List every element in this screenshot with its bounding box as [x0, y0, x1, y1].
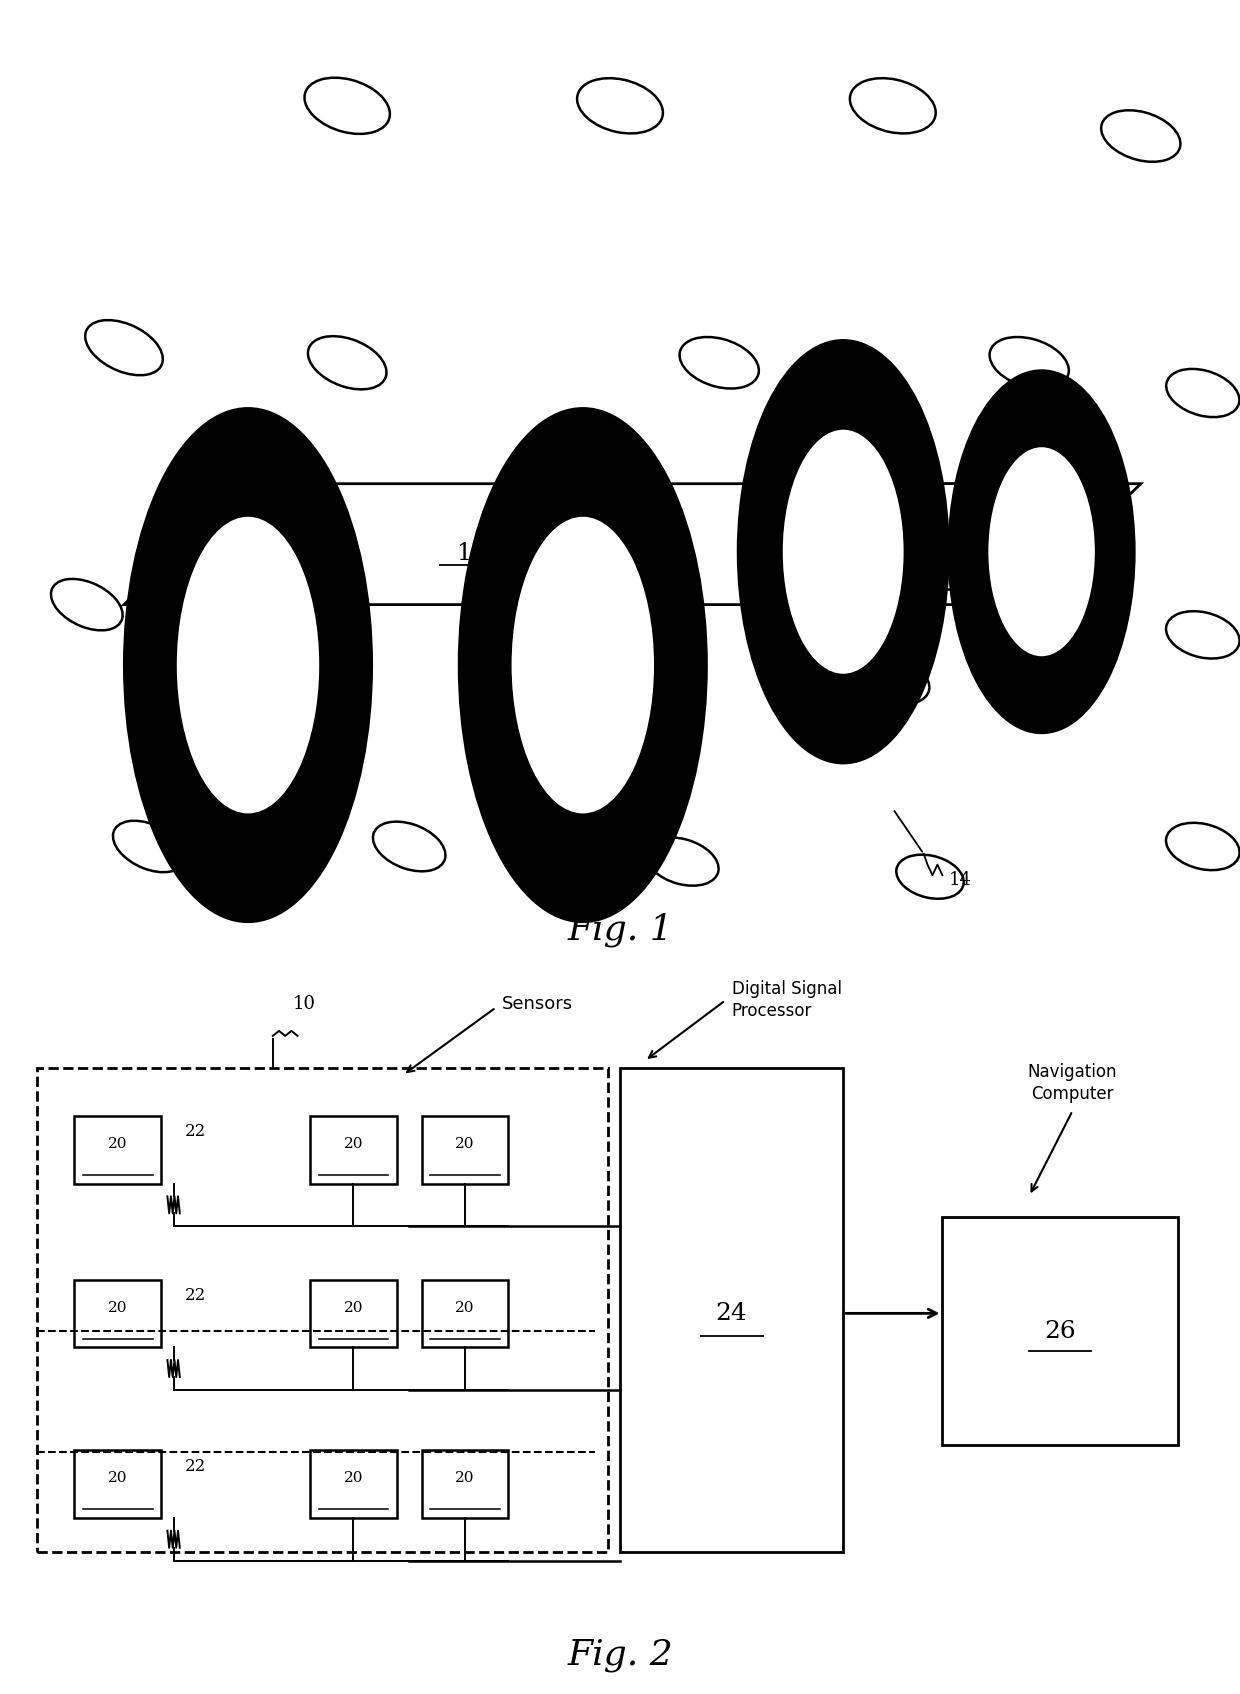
Ellipse shape — [511, 517, 655, 815]
Text: 20: 20 — [455, 1137, 475, 1150]
Ellipse shape — [782, 429, 904, 674]
Text: 20: 20 — [108, 1472, 128, 1486]
Ellipse shape — [459, 408, 707, 922]
Text: 14: 14 — [949, 871, 971, 889]
FancyBboxPatch shape — [422, 1279, 508, 1347]
Text: 22: 22 — [185, 1459, 207, 1475]
Text: Sensors: Sensors — [502, 994, 573, 1013]
Text: 24: 24 — [715, 1303, 748, 1325]
FancyBboxPatch shape — [74, 1279, 161, 1347]
FancyBboxPatch shape — [74, 1116, 161, 1184]
Text: 20: 20 — [343, 1472, 363, 1486]
Text: 22: 22 — [185, 1287, 207, 1304]
FancyBboxPatch shape — [620, 1067, 843, 1552]
FancyBboxPatch shape — [310, 1116, 397, 1184]
Polygon shape — [744, 484, 1042, 590]
Polygon shape — [124, 484, 1141, 605]
Text: 26: 26 — [1044, 1320, 1076, 1343]
Text: 20: 20 — [343, 1137, 363, 1150]
Ellipse shape — [176, 517, 320, 815]
FancyBboxPatch shape — [310, 1279, 397, 1347]
Ellipse shape — [949, 371, 1135, 734]
Text: Fig. 1: Fig. 1 — [567, 913, 673, 947]
Text: Navigation
Computer: Navigation Computer — [1028, 1064, 1117, 1103]
Text: 10: 10 — [293, 994, 315, 1013]
Text: Fig. 2: Fig. 2 — [567, 1638, 673, 1672]
Ellipse shape — [738, 340, 949, 764]
Text: 10: 10 — [878, 532, 908, 556]
Text: 20: 20 — [108, 1137, 128, 1150]
FancyBboxPatch shape — [310, 1450, 397, 1518]
Text: 20: 20 — [455, 1301, 475, 1315]
Text: 20: 20 — [108, 1301, 128, 1315]
FancyBboxPatch shape — [74, 1450, 161, 1518]
FancyBboxPatch shape — [422, 1450, 508, 1518]
Text: Digital Signal
Processor: Digital Signal Processor — [732, 981, 842, 1020]
Text: 20: 20 — [343, 1301, 363, 1315]
Text: 22: 22 — [185, 1123, 207, 1140]
FancyBboxPatch shape — [422, 1116, 508, 1184]
Text: 20: 20 — [455, 1472, 475, 1486]
Ellipse shape — [987, 447, 1096, 657]
Text: 12: 12 — [456, 542, 486, 564]
Ellipse shape — [124, 408, 372, 922]
FancyBboxPatch shape — [942, 1218, 1178, 1445]
